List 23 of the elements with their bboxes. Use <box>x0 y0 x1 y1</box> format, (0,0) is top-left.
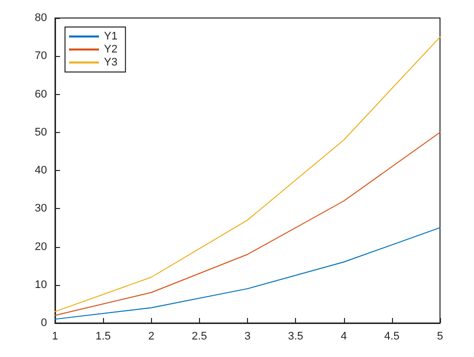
y-tick-label: 20 <box>34 240 47 253</box>
y-tick-label: 60 <box>34 88 47 100</box>
y-tick-label: 40 <box>34 164 47 176</box>
y-tick-label: 70 <box>34 50 47 62</box>
y-tick-label: 30 <box>34 202 47 215</box>
x-tick-label: 4.5 <box>384 330 400 342</box>
legend-label: Y1 <box>104 30 118 42</box>
x-tick-label: 4 <box>340 330 347 342</box>
y-tick-label: 0 <box>40 317 47 329</box>
legend-label: Y2 <box>104 44 118 56</box>
x-tick-label: 2.5 <box>192 330 208 342</box>
x-tick-label: 5 <box>436 330 444 342</box>
x-tick-label: 3.5 <box>288 330 304 342</box>
legend-label: Y3 <box>104 56 118 68</box>
y-tick-label: 50 <box>34 126 47 138</box>
x-tick-label: 2 <box>148 330 154 342</box>
x-tick-label: 1.5 <box>95 330 111 342</box>
line-series <box>54 227 440 320</box>
x-tick-label: 3 <box>244 330 251 342</box>
y-tick-label: 80 <box>34 12 47 24</box>
y-tick-label: 10 <box>34 278 47 291</box>
x-tick-label: 1 <box>52 330 58 342</box>
line-series <box>54 132 440 316</box>
